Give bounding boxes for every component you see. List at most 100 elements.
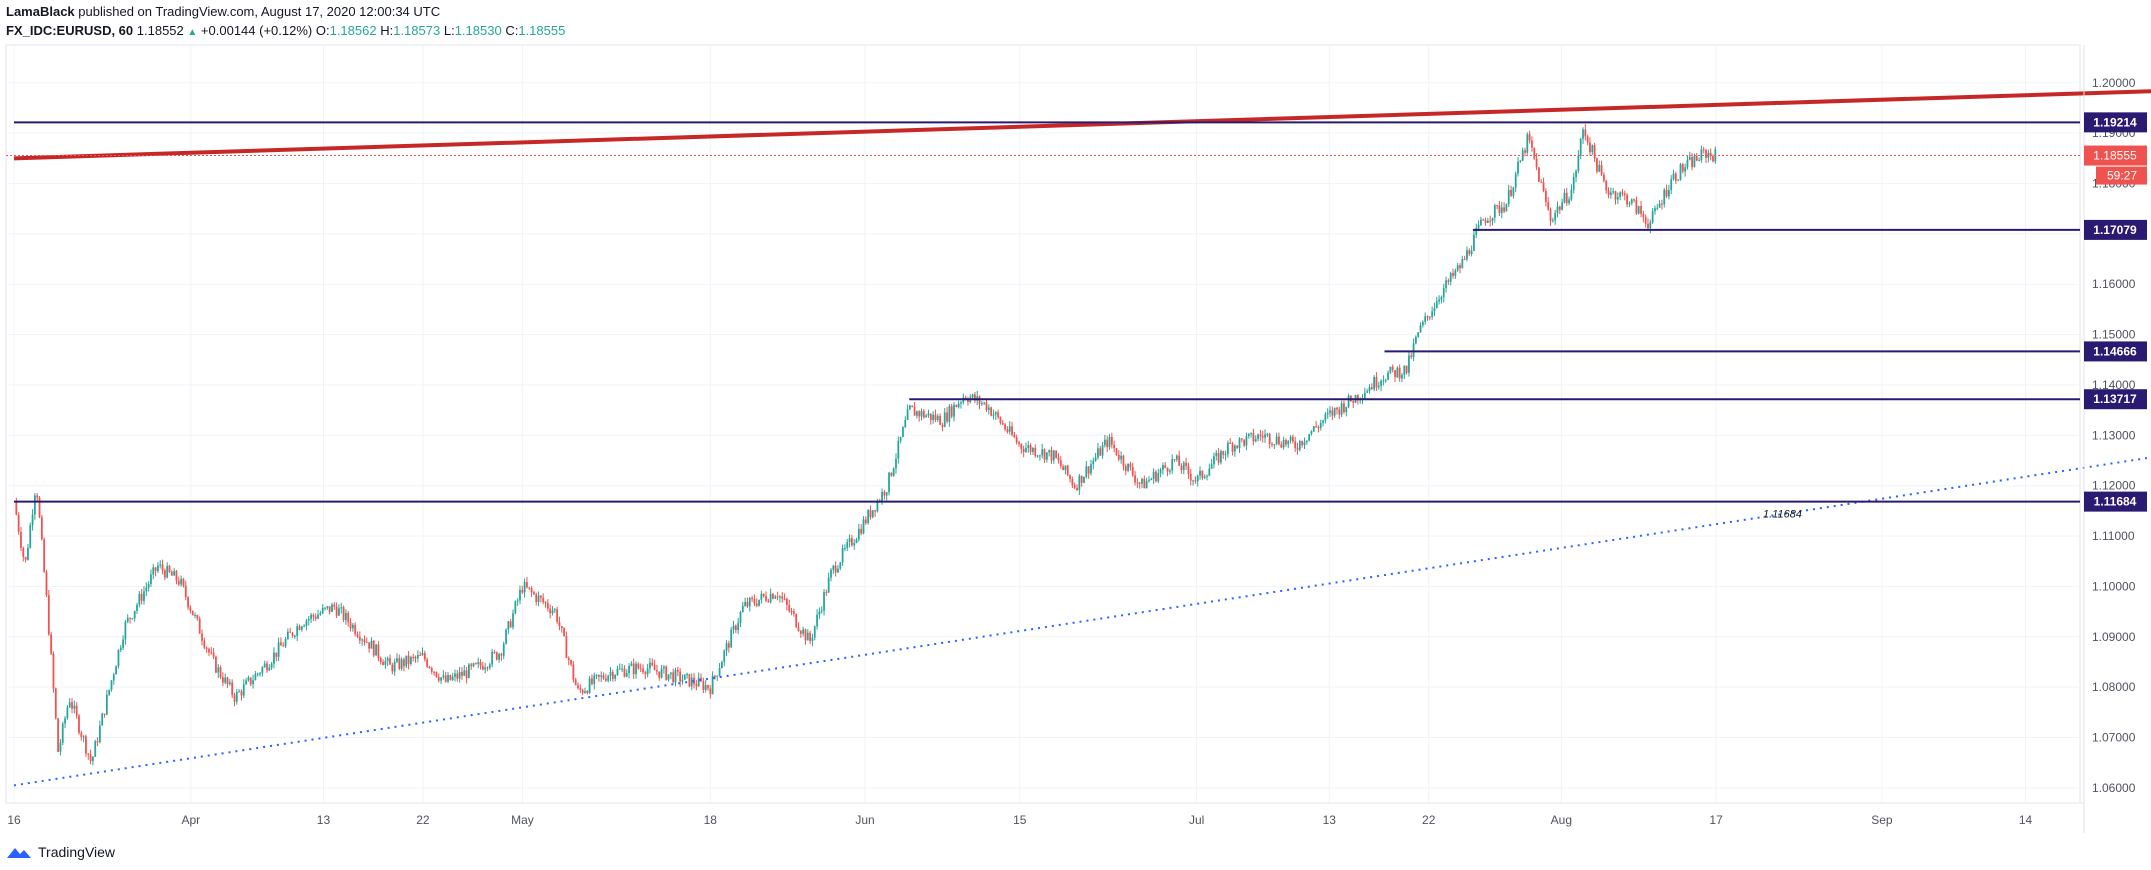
price-change: +0.00144 (+0.12%)	[200, 23, 313, 38]
candle-body	[170, 571, 173, 576]
candle-body	[1363, 392, 1366, 399]
candle-body	[1259, 434, 1262, 437]
level-price-label: 1.13717	[2093, 392, 2137, 406]
candle-body	[96, 741, 99, 743]
candle-body	[1586, 136, 1589, 143]
candle-body	[533, 592, 535, 595]
candle-body	[1250, 432, 1253, 434]
candle-body	[1475, 228, 1478, 235]
candle-body	[298, 626, 301, 630]
tradingview-logo-icon[interactable]	[6, 845, 32, 859]
candle-body	[785, 598, 788, 605]
candle-body	[338, 608, 340, 616]
candle-body	[1050, 449, 1053, 461]
candle-body	[895, 458, 897, 469]
candle-body	[1466, 250, 1468, 260]
candle-body	[1257, 434, 1259, 440]
candle-body	[871, 510, 874, 518]
candle-body	[816, 614, 818, 627]
candle-body	[1368, 387, 1371, 392]
candle-body	[1640, 206, 1642, 214]
candle-body	[516, 600, 519, 602]
candle-body	[551, 610, 554, 614]
candle-body	[1203, 476, 1206, 478]
candle-body	[409, 656, 412, 664]
candle-body	[1134, 475, 1136, 483]
candle-body	[454, 673, 456, 677]
level-price-tag	[2084, 112, 2147, 133]
current-price-label: 1.18555	[2093, 149, 2137, 163]
candle-body	[1484, 220, 1487, 223]
candle-body	[182, 578, 185, 586]
candle-body	[1180, 465, 1183, 471]
candle-body	[844, 548, 846, 550]
candle-body	[282, 645, 285, 647]
candle-body	[1531, 140, 1533, 148]
candle-body	[1308, 434, 1311, 441]
candle-body	[860, 528, 863, 534]
candle-body	[384, 661, 387, 666]
candle-body	[140, 593, 143, 601]
symbol-name[interactable]: FX_IDC:EURUSD, 60	[6, 23, 134, 38]
candle-body	[212, 652, 215, 657]
candle-body	[1688, 157, 1691, 160]
candle-body	[906, 409, 909, 420]
candle-body	[1389, 366, 1392, 373]
candle-body	[558, 621, 561, 627]
candle-body	[1289, 436, 1292, 441]
candle-body	[1236, 445, 1239, 448]
candle-body	[662, 666, 665, 669]
candle-body	[556, 609, 559, 622]
candle-body	[711, 675, 714, 695]
candle-body	[915, 411, 918, 416]
candle-body	[646, 668, 649, 675]
candle-body	[1607, 190, 1610, 195]
candle-body	[68, 702, 71, 708]
candle-body	[665, 666, 668, 680]
candle-body	[129, 617, 131, 619]
candle-body	[1173, 459, 1176, 461]
candle-body	[1647, 223, 1649, 229]
candle-body	[1310, 431, 1313, 435]
candle-body	[484, 667, 487, 670]
candle-body	[779, 596, 781, 598]
candle-body	[300, 626, 303, 630]
candle-body	[957, 403, 960, 408]
level-price-tag	[2084, 341, 2147, 362]
candle-body	[347, 612, 350, 623]
candle-body	[1665, 189, 1668, 197]
candle-body	[59, 742, 62, 752]
candle-body	[342, 607, 345, 621]
candle-body	[1331, 410, 1334, 416]
candle-body	[628, 665, 630, 674]
candle-body	[133, 610, 136, 619]
brand-name[interactable]: TradingView	[38, 844, 116, 860]
candle-body	[632, 663, 635, 675]
author-name[interactable]: LamaBlack	[6, 4, 75, 19]
candle-body	[458, 671, 461, 679]
candle-body	[1247, 433, 1250, 437]
candle-body	[591, 678, 593, 684]
candle-body	[389, 658, 391, 665]
candle-body	[15, 500, 18, 515]
candle-body	[883, 491, 886, 496]
candle-body	[772, 593, 774, 599]
candle-body	[215, 656, 217, 673]
candle-body	[1222, 451, 1225, 455]
candle-body	[565, 635, 568, 658]
countdown-label: 59:27	[2107, 169, 2137, 183]
candle-body	[1220, 451, 1222, 463]
candle-body	[630, 663, 633, 666]
candle-body	[249, 677, 252, 685]
candle-body	[948, 406, 951, 422]
candle-body	[579, 688, 582, 690]
candle-body	[80, 732, 83, 737]
candle-body	[488, 664, 491, 668]
candle-body	[273, 652, 275, 664]
candle-body	[644, 672, 647, 675]
y-tick-label: 1.13000	[2092, 428, 2136, 442]
candle-body	[437, 676, 440, 681]
candle-body	[261, 667, 264, 674]
candle-body	[528, 587, 531, 589]
